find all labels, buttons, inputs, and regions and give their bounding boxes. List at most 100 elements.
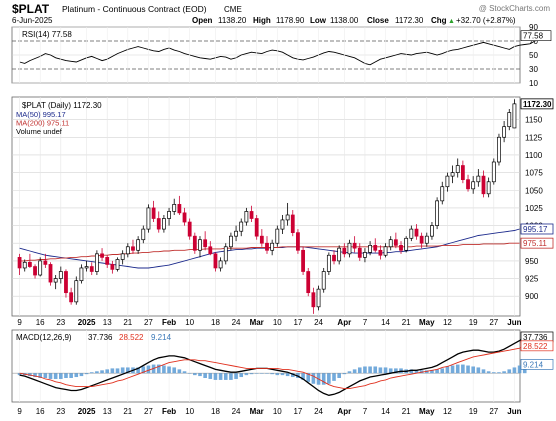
macd-histogram-bar <box>280 373 285 376</box>
candle-body <box>491 161 496 183</box>
candle-body <box>146 207 151 230</box>
x-tick-label: 9 <box>17 407 22 416</box>
candle-body <box>471 181 476 190</box>
x-tick-label: 9 <box>17 318 22 327</box>
candle-body <box>177 204 182 214</box>
macd-histogram-bar <box>476 367 481 374</box>
candle-body <box>105 257 110 265</box>
volume-legend: Volume undef <box>16 127 63 136</box>
open-label: Open <box>192 16 213 25</box>
macd-histogram-bar <box>471 366 475 374</box>
candle-body <box>33 266 37 276</box>
price-tick-label: 950 <box>525 257 539 266</box>
high-label: High <box>253 16 271 25</box>
macd-histogram-bar <box>239 373 244 378</box>
macd-histogram-bar <box>156 364 161 374</box>
x-tick-label: Apr <box>337 318 351 327</box>
x-tick-label: Mar <box>250 318 264 327</box>
x-axis-layer: 9 9 16 16 23 23 2025 2025 13 13 21 21 27 27 Feb Feb 10 10… <box>17 318 521 416</box>
macd-histogram-bar <box>218 373 223 380</box>
candle-body <box>229 235 233 248</box>
x-tick-label: 24 <box>232 318 241 327</box>
macd-histogram-bar <box>481 369 486 374</box>
macd-legend-hist: 9.214 <box>151 333 172 342</box>
x-tick-label: 10 <box>273 407 282 416</box>
macd-current-label: 37.736 <box>523 333 548 342</box>
candle-body <box>290 214 295 233</box>
signal-current-label: 28.522 <box>523 342 548 351</box>
macd-histogram-bar <box>234 373 238 379</box>
x-tick-label: 19 <box>469 407 478 416</box>
candle-body <box>213 253 218 269</box>
candle-body <box>270 242 275 251</box>
macd-histogram-bar <box>512 367 517 374</box>
candle-body <box>234 230 238 237</box>
candle-body <box>393 239 398 246</box>
x-tick-label: 21 <box>402 407 411 416</box>
macd-histogram-bar <box>378 367 383 374</box>
macd-histogram-bar <box>394 368 398 374</box>
macd-histogram-bar <box>115 368 120 374</box>
candle-body <box>476 175 481 183</box>
price-current-label: 1172.30 <box>523 100 552 109</box>
price-tick-label: 925 <box>525 275 539 284</box>
candle-body <box>419 235 424 244</box>
macd-histogram-bar <box>208 373 213 379</box>
candle-body <box>414 228 419 237</box>
candle-body <box>460 165 465 181</box>
macd-histogram-bar <box>445 366 450 374</box>
macd-histogram-bar <box>270 373 274 375</box>
macd-histogram-bar <box>492 372 496 374</box>
x-tick-label: 21 <box>402 318 411 327</box>
macd-histogram-bar <box>74 373 79 378</box>
macd-histogram-bar <box>17 373 22 376</box>
ma200-current-box <box>520 237 554 249</box>
exchange-label: CME <box>224 5 242 14</box>
macd-histogram-bar <box>461 364 465 374</box>
candle-body <box>172 204 177 212</box>
price-layer: 1150112511001075105010251000975950925900… <box>12 97 554 316</box>
x-tick-label: 19 <box>469 318 478 327</box>
signal-current-box <box>520 340 554 352</box>
x-tick-label: Mar <box>250 407 264 416</box>
candle-body <box>162 218 166 230</box>
macd-histogram-bar <box>332 373 336 381</box>
macd-histogram-bar <box>352 369 357 374</box>
macd-histogram-bar <box>79 373 84 377</box>
x-tick-label: 13 <box>103 318 112 327</box>
x-tick-label: May <box>419 407 435 416</box>
macd-histogram-bar <box>409 369 414 374</box>
x-tick-label: Feb <box>162 318 176 327</box>
candle-body <box>445 175 450 188</box>
macd-histogram-bar <box>244 373 249 376</box>
candle-body <box>301 249 305 272</box>
macd-histogram-bar <box>69 373 73 378</box>
x-tick-label: 27 <box>144 407 153 416</box>
x-tick-label: 23 <box>56 407 65 416</box>
candle-body <box>404 237 409 251</box>
candle-body <box>17 257 22 269</box>
macd-histogram-bar <box>430 370 434 374</box>
macd-histogram-bar <box>373 366 378 374</box>
hist-current-box <box>520 359 554 370</box>
close-label: Close <box>367 16 389 25</box>
candle-body <box>337 247 342 262</box>
macd-histogram-bar <box>450 365 455 374</box>
candle-body <box>332 254 336 262</box>
macd-histogram-bar <box>110 368 115 374</box>
price-tick-label: 1050 <box>525 186 543 195</box>
macd-histogram-bar <box>177 369 182 374</box>
price-tick-label: 1125 <box>525 133 543 142</box>
x-tick-label: 24 <box>314 407 323 416</box>
candle-body <box>136 239 141 251</box>
macd-histogram-bar <box>146 365 151 374</box>
low-label: Low <box>310 16 327 25</box>
candle-body <box>481 175 486 195</box>
candle-body <box>409 228 414 239</box>
x-tick-label: 12 <box>443 407 452 416</box>
candle-body <box>316 288 321 308</box>
high-value: 1178.90 <box>276 16 305 25</box>
instrument-name: Platinum - Continuous Contract (EOD) <box>62 4 207 14</box>
